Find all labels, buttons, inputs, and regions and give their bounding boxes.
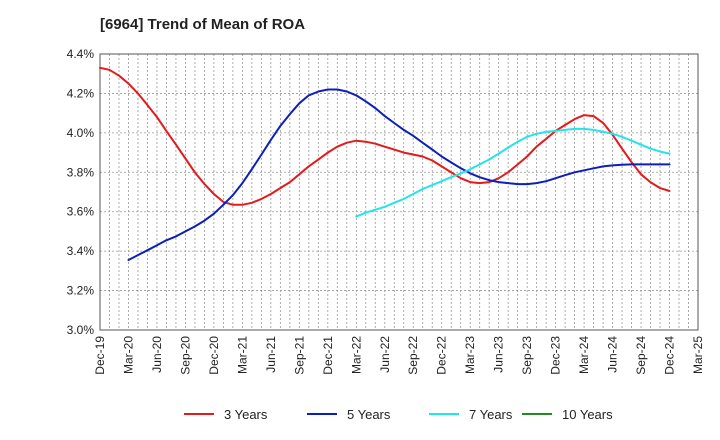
y-axis-ticks: 3.0% 3.2% 3.4% 3.6% 3.8% 4.0% 4.2% 4.4%: [67, 47, 95, 337]
legend-label-4: 10 Years: [562, 407, 613, 422]
x-tick-label: Jun-20: [150, 336, 164, 373]
x-tick-label: Dec-21: [321, 336, 335, 375]
gridlines: [99, 53, 699, 331]
series-lines: [99, 66, 671, 261]
y-tick-label: 3.8%: [67, 165, 95, 179]
x-axis-ticks: Dec-19 Mar-20 Jun-20 Sep-20 Dec-20 Mar-21 Jun-…: [93, 336, 705, 375]
x-tick-label: Mar-20: [121, 336, 135, 374]
legend-label-2: 5 Years: [347, 407, 391, 422]
series-line-1: [99, 66, 671, 206]
x-tick-label: Mar-23: [463, 336, 477, 374]
x-tick-label: Sep-21: [292, 336, 306, 375]
x-tick-label: Sep-24: [634, 336, 648, 375]
x-tick-label: Mar-21: [235, 336, 249, 374]
x-tick-label: Sep-23: [520, 336, 534, 375]
legend-label-1: 3 Years: [224, 407, 268, 422]
y-tick-label: 3.2%: [67, 284, 95, 298]
x-tick-label: Dec-24: [663, 336, 677, 375]
y-tick-label: 3.4%: [67, 244, 95, 258]
x-tick-label: Sep-22: [406, 336, 420, 375]
y-tick-label: 3.0%: [67, 323, 95, 337]
x-tick-label: Sep-20: [178, 336, 192, 375]
x-tick-label: Mar-24: [577, 336, 591, 374]
y-tick-label: 4.0%: [67, 126, 95, 140]
x-tick-label: Mar-25: [691, 336, 705, 374]
y-tick-label: 4.4%: [67, 47, 95, 61]
legend-label-3: 7 Years: [469, 407, 513, 422]
legend: 3 Years 5 Years 7 Years 10 Years: [184, 407, 613, 422]
plot-area: [99, 53, 699, 331]
x-tick-label: Dec-19: [93, 336, 107, 375]
y-tick-label: 4.2%: [67, 86, 95, 100]
x-tick-label: Jun-22: [378, 336, 392, 373]
x-tick-label: Jun-21: [264, 336, 278, 373]
y-tick-label: 3.6%: [67, 205, 95, 219]
x-tick-label: Dec-23: [549, 336, 563, 375]
series-line-3: [355, 127, 671, 218]
x-tick-label: Jun-24: [606, 336, 620, 373]
x-tick-label: Dec-20: [207, 336, 221, 375]
series-line-2: [127, 88, 671, 261]
x-tick-label: Jun-23: [492, 336, 506, 373]
x-tick-label: Mar-22: [349, 336, 363, 374]
x-tick-label: Dec-22: [435, 336, 449, 375]
chart-title: [6964] Trend of Mean of ROA: [100, 16, 305, 33]
